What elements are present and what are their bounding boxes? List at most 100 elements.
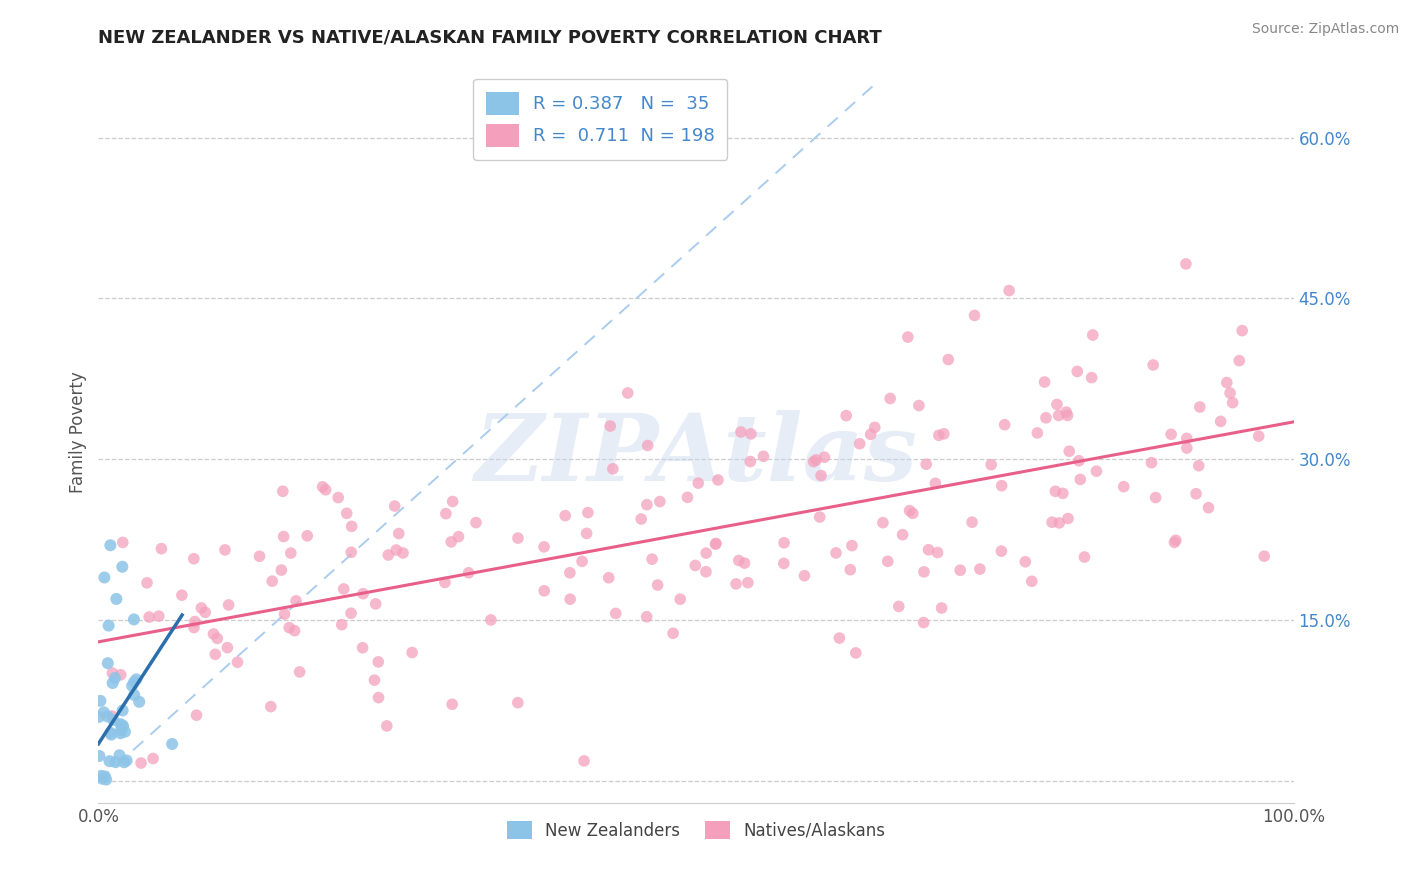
- Point: [725, 577, 748, 591]
- Point: [115, 753, 138, 767]
- Point: [969, 562, 991, 576]
- Point: [285, 594, 308, 608]
- Point: [637, 438, 659, 452]
- Point: [1080, 370, 1102, 384]
- Point: [352, 640, 374, 655]
- Point: [441, 698, 464, 712]
- Point: [1026, 425, 1049, 440]
- Point: [104, 671, 127, 685]
- Point: [808, 510, 831, 524]
- Point: [1067, 454, 1090, 468]
- Point: [605, 607, 627, 621]
- Point: [101, 676, 124, 690]
- Point: [1069, 472, 1091, 486]
- Point: [737, 575, 759, 590]
- Point: [872, 516, 894, 530]
- Point: [194, 605, 217, 619]
- Point: [87, 710, 110, 724]
- Point: [91, 772, 114, 786]
- Point: [636, 498, 658, 512]
- Point: [1144, 491, 1167, 505]
- Point: [226, 655, 249, 669]
- Point: [89, 694, 111, 708]
- Point: [97, 656, 120, 670]
- Point: [839, 563, 862, 577]
- Point: [554, 508, 576, 523]
- Point: [1160, 427, 1182, 442]
- Point: [1188, 400, 1211, 414]
- Point: [110, 717, 132, 731]
- Point: [908, 399, 931, 413]
- Point: [375, 719, 398, 733]
- Point: [879, 392, 901, 406]
- Point: [558, 566, 581, 580]
- Point: [100, 728, 122, 742]
- Point: [734, 556, 756, 570]
- Point: [433, 575, 456, 590]
- Point: [506, 696, 529, 710]
- Point: [125, 673, 148, 687]
- Point: [401, 646, 423, 660]
- Point: [138, 610, 160, 624]
- Point: [980, 458, 1002, 472]
- Point: [262, 574, 284, 589]
- Point: [740, 454, 762, 468]
- Point: [103, 713, 125, 727]
- Point: [249, 549, 271, 564]
- Point: [1185, 487, 1208, 501]
- Point: [121, 679, 143, 693]
- Point: [1219, 386, 1241, 401]
- Point: [1056, 409, 1078, 423]
- Point: [803, 455, 825, 469]
- Point: [364, 597, 387, 611]
- Point: [804, 453, 827, 467]
- Point: [994, 417, 1017, 432]
- Point: [440, 534, 463, 549]
- Point: [960, 515, 983, 529]
- Point: [340, 606, 363, 620]
- Point: [465, 516, 488, 530]
- Point: [998, 284, 1021, 298]
- Point: [727, 553, 749, 567]
- Point: [284, 624, 307, 638]
- Point: [695, 565, 717, 579]
- Point: [641, 552, 664, 566]
- Point: [1216, 376, 1239, 390]
- Point: [707, 473, 730, 487]
- Point: [330, 617, 353, 632]
- Point: [184, 615, 207, 629]
- Point: [214, 542, 236, 557]
- Point: [772, 557, 794, 571]
- Point: [340, 519, 363, 533]
- Y-axis label: Family Poverty: Family Poverty: [69, 372, 87, 493]
- Point: [1227, 353, 1250, 368]
- Point: [97, 618, 120, 632]
- Point: [122, 612, 145, 626]
- Point: [1112, 480, 1135, 494]
- Point: [636, 609, 658, 624]
- Point: [990, 478, 1012, 492]
- Point: [160, 737, 183, 751]
- Point: [683, 558, 706, 573]
- Point: [506, 531, 529, 545]
- Point: [828, 631, 851, 645]
- Point: [1142, 358, 1164, 372]
- Point: [917, 542, 939, 557]
- Point: [111, 703, 134, 717]
- Point: [367, 690, 389, 705]
- Point: [260, 699, 283, 714]
- Point: [392, 546, 415, 560]
- Point: [931, 601, 953, 615]
- Point: [825, 546, 848, 560]
- Point: [912, 565, 935, 579]
- Point: [105, 591, 128, 606]
- Point: [1175, 441, 1198, 455]
- Point: [813, 450, 835, 465]
- Point: [533, 540, 555, 554]
- Point: [793, 568, 815, 582]
- Point: [93, 570, 115, 584]
- Text: NEW ZEALANDER VS NATIVE/ALASKAN FAMILY POVERTY CORRELATION CHART: NEW ZEALANDER VS NATIVE/ALASKAN FAMILY P…: [98, 29, 882, 47]
- Point: [122, 688, 145, 702]
- Point: [695, 546, 717, 560]
- Point: [112, 719, 135, 733]
